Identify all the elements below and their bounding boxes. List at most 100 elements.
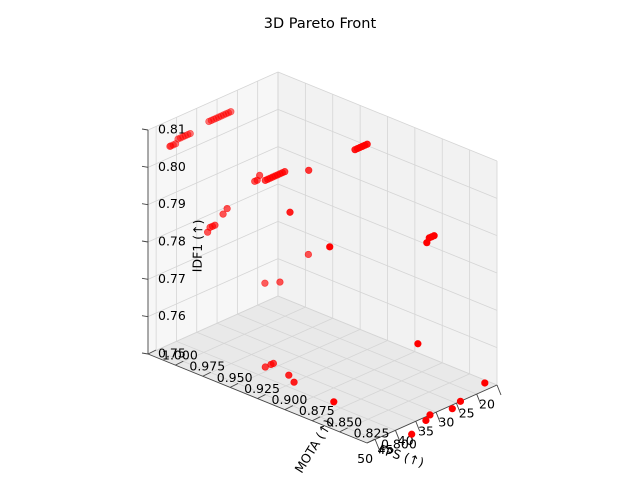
x-tick-mark bbox=[374, 439, 380, 450]
z-tick-mark bbox=[141, 277, 149, 280]
z-tick-mark bbox=[141, 128, 149, 131]
y-grid-floor bbox=[175, 306, 306, 366]
z-tick-label: 0.81 bbox=[158, 122, 186, 137]
z-tick-mark bbox=[141, 165, 149, 168]
x-tick-mark bbox=[395, 430, 400, 441]
x-tick-mark bbox=[496, 384, 502, 396]
data-point bbox=[286, 208, 294, 216]
z-tick-label: 0.77 bbox=[158, 271, 186, 286]
z-tick-mark bbox=[141, 240, 149, 243]
x-tick-label: 20 bbox=[479, 397, 495, 412]
z-axis-label: IDF1 (↑) bbox=[190, 219, 206, 272]
data-point bbox=[305, 166, 313, 174]
z-tick-label: 0.79 bbox=[158, 196, 186, 211]
data-point bbox=[205, 117, 213, 126]
y-grid-floor bbox=[257, 340, 388, 399]
z-grid-left bbox=[277, 295, 498, 386]
x-tick-label: 35 bbox=[418, 424, 434, 439]
z-grid-left bbox=[277, 220, 498, 311]
data-point bbox=[481, 379, 489, 387]
y-grid-floor bbox=[229, 329, 361, 388]
data-point bbox=[285, 371, 293, 379]
y-tick-mark bbox=[339, 427, 348, 433]
z-grid-left bbox=[277, 71, 498, 162]
data-point bbox=[204, 228, 212, 236]
z-tick-mark bbox=[141, 315, 149, 318]
z-tick-label: 0.80 bbox=[158, 159, 186, 174]
data-point bbox=[448, 405, 456, 413]
y-tick-mark bbox=[312, 416, 321, 422]
y-tick-mark bbox=[202, 371, 211, 377]
data-point bbox=[326, 243, 334, 251]
y-tick-label: 0.825 bbox=[354, 425, 390, 440]
data-points bbox=[166, 108, 489, 438]
y-tick-mark bbox=[147, 349, 157, 355]
z-grid-left bbox=[277, 108, 498, 199]
z-grid-back bbox=[147, 258, 279, 318]
z-tick-label: 0.75 bbox=[158, 346, 186, 361]
z-grid-back bbox=[147, 146, 279, 206]
z-grid-back bbox=[147, 108, 279, 168]
data-point bbox=[456, 397, 465, 405]
x-tick-mark bbox=[435, 412, 441, 423]
z-tick-mark bbox=[141, 203, 149, 206]
y-tick-mark bbox=[229, 382, 239, 388]
z-tick-mark bbox=[141, 352, 149, 355]
data-point bbox=[261, 176, 269, 184]
y-tick-label: 0.850 bbox=[326, 414, 362, 429]
data-point bbox=[351, 146, 359, 154]
y-tick-mark bbox=[175, 360, 184, 366]
data-point bbox=[166, 142, 174, 150]
grid-lines bbox=[147, 71, 498, 444]
z-grid-back bbox=[147, 71, 279, 131]
data-point bbox=[330, 398, 338, 406]
data-point bbox=[261, 363, 269, 371]
y-tick-label: 0.975 bbox=[189, 359, 225, 374]
data-point bbox=[304, 250, 312, 259]
data-point bbox=[408, 430, 416, 438]
y-tick-label: 0.900 bbox=[272, 392, 308, 407]
x-tick-mark bbox=[476, 393, 482, 405]
x-tick-mark bbox=[455, 402, 461, 414]
z-grid-back bbox=[147, 220, 279, 280]
y-tick-label: 0.925 bbox=[244, 381, 280, 396]
y-axis-label: MOTA (↑) bbox=[291, 417, 336, 476]
z-tick-label: 0.76 bbox=[158, 308, 186, 323]
y-tick-mark bbox=[257, 394, 266, 399]
y-tick-mark bbox=[366, 438, 376, 444]
data-point bbox=[426, 411, 434, 419]
y-tick-label: 0.800 bbox=[381, 437, 417, 452]
z-grid-back bbox=[147, 183, 279, 243]
y-tick-mark bbox=[284, 405, 294, 411]
z-grid-left bbox=[277, 146, 498, 237]
x-tick-label: 25 bbox=[459, 406, 475, 421]
y-grid-floor bbox=[202, 317, 333, 377]
data-point bbox=[261, 279, 269, 287]
data-point bbox=[276, 278, 284, 286]
x-tick-label: 45 bbox=[377, 442, 393, 457]
y-grid-floor bbox=[284, 351, 416, 410]
x-tick-label: 50 bbox=[357, 451, 373, 466]
x-tick-label: 30 bbox=[438, 415, 454, 430]
y-tick-label: 1.000 bbox=[162, 348, 198, 363]
z-grid-back bbox=[147, 295, 279, 355]
data-point bbox=[414, 340, 422, 348]
z-tick-label: 0.78 bbox=[158, 234, 186, 249]
data-point bbox=[223, 204, 231, 213]
z-grid-left bbox=[277, 258, 498, 349]
y-grid-floor bbox=[312, 362, 443, 422]
chart-title: 3D Pareto Front bbox=[264, 16, 377, 32]
data-point bbox=[290, 378, 298, 386]
x-tick-mark bbox=[415, 421, 421, 432]
y-grid-floor bbox=[339, 373, 470, 433]
data-point bbox=[219, 210, 227, 218]
y-tick-label: 0.875 bbox=[299, 403, 335, 418]
tick-labels: 202530354045500.8000.8250.8500.8750.9000… bbox=[141, 122, 502, 466]
data-point bbox=[423, 239, 431, 247]
y-tick-label: 0.950 bbox=[217, 370, 253, 385]
data-point bbox=[422, 416, 430, 425]
data-point bbox=[251, 177, 259, 185]
z-grid-left bbox=[277, 183, 498, 274]
